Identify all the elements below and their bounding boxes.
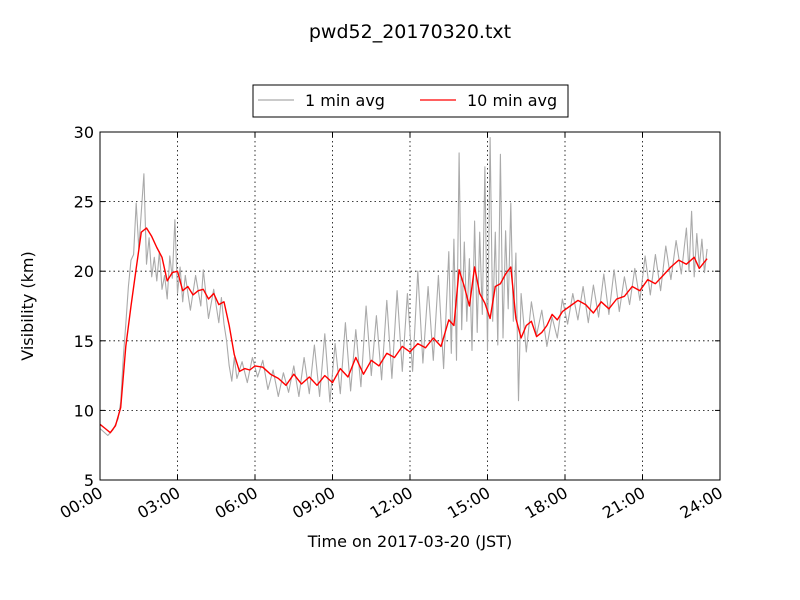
x-tick-label: 09:00 — [289, 483, 338, 523]
series-layer — [99, 137, 708, 437]
y-tick-label: 10 — [74, 401, 94, 420]
x-tick-label: 03:00 — [134, 483, 183, 523]
plot-area — [99, 131, 721, 481]
legend-label-1-min-avg: 1 min avg — [305, 91, 385, 110]
x-tick-label: 24:00 — [677, 483, 726, 523]
x-tick-label: 18:00 — [522, 483, 571, 523]
series-line-10-min-avg — [99, 227, 708, 434]
x-axis-label: Time on 2017-03-20 (JST) — [307, 532, 512, 551]
x-tick-label: 00:00 — [57, 483, 106, 523]
y-tick-label: 5 — [84, 471, 94, 490]
y-tick-label: 15 — [74, 332, 94, 351]
legend-label-10-min-avg: 10 min avg — [467, 91, 557, 110]
gridlines — [100, 132, 720, 480]
chart-title: pwd52_20170320.txt — [309, 21, 511, 43]
x-tick-label: 06:00 — [212, 483, 261, 523]
y-tick-label: 25 — [74, 193, 94, 212]
legend-frame — [252, 84, 569, 118]
x-tick-label: 12:00 — [367, 483, 416, 523]
x-tick-label: 15:00 — [444, 483, 493, 523]
y-axis-label: Visibility (km) — [18, 251, 37, 360]
x-tick-label: 21:00 — [599, 483, 648, 523]
series-line-1-min-avg — [99, 137, 708, 437]
ticks: 00:00 03:00 06:00 09:00 12:00 15:00 18:00 21:00… — [57, 123, 726, 523]
y-tick-label: 20 — [74, 262, 94, 281]
legend: 1 min avg 10 min avg — [252, 84, 569, 118]
y-tick-label: 30 — [74, 123, 94, 142]
